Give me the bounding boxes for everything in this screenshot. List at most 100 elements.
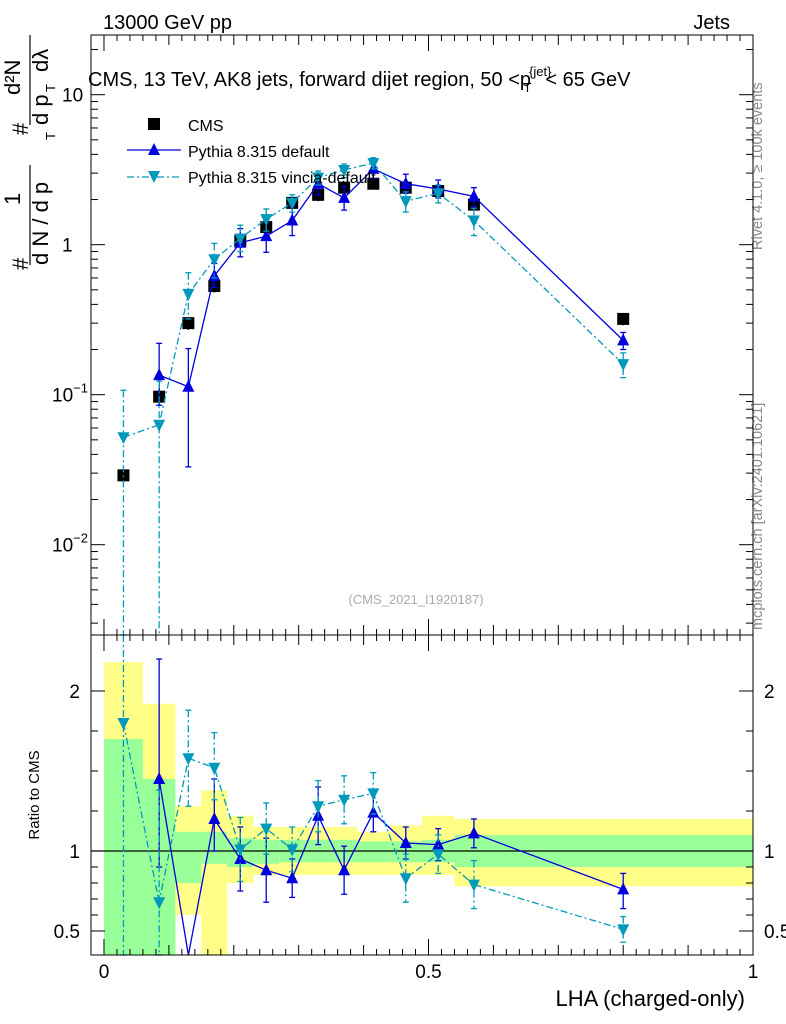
main-point-2-4 bbox=[234, 233, 247, 246]
main-point-1-4 bbox=[260, 229, 273, 242]
ratio-point-1-8 bbox=[338, 794, 351, 807]
y-label-dlambda: dλ bbox=[28, 49, 53, 72]
y-label-one: 1 bbox=[0, 193, 25, 205]
main-point-2-10 bbox=[399, 196, 412, 209]
main-point-1-11 bbox=[467, 189, 480, 202]
ratio-point-1-4 bbox=[234, 844, 247, 857]
y-label-dpt: d p bbox=[28, 94, 53, 125]
ratio-point-1-1 bbox=[153, 897, 166, 910]
main-point-2-8 bbox=[338, 164, 351, 177]
main-ytick-label-1: 10−1 bbox=[52, 381, 88, 407]
main-point-2-1 bbox=[153, 419, 166, 432]
main-point-0-13 bbox=[617, 312, 630, 325]
legend-vincia-marker bbox=[148, 171, 160, 183]
ratio-point-0-11 bbox=[467, 826, 480, 839]
ratio-xtick-label-2: 1 bbox=[748, 962, 759, 983]
main-series-line-1 bbox=[158, 168, 624, 388]
legend: CMS Pythia 8.315 default Pythia 8.315 vi… bbox=[127, 118, 376, 187]
ratio-xtick-label-1: 0.5 bbox=[415, 962, 441, 983]
ratio-point-1-0 bbox=[117, 718, 130, 730]
y-label-t-1: T bbox=[43, 132, 58, 140]
y-label-d2n: d²N bbox=[0, 60, 25, 95]
ratio-ytick-label-right-0: 0.5 bbox=[764, 922, 786, 943]
ratio-point-0-0 bbox=[153, 772, 166, 784]
main-point-2-13 bbox=[617, 359, 630, 372]
main-point-1-0 bbox=[153, 368, 166, 381]
main-point-1-9 bbox=[399, 176, 412, 189]
rivet-label: Rivet 4.1.0, ≥ 100k events bbox=[750, 82, 766, 250]
main-point-1-1 bbox=[182, 379, 195, 392]
main-point-2-7 bbox=[312, 172, 325, 185]
ratio-point-1-13 bbox=[617, 924, 630, 937]
ratio-point-1-11 bbox=[432, 849, 445, 862]
ratio-band-inner-2 bbox=[175, 831, 202, 883]
main-ytick-exp-0: −2 bbox=[73, 531, 88, 546]
ratio-marks bbox=[91, 634, 753, 956]
y-label-dndpt: d N / d p bbox=[28, 182, 53, 265]
main-y-label: # 1 d N / d p T # d²N d p T dλ bbox=[0, 35, 58, 270]
ratio-point-1-12 bbox=[467, 879, 480, 892]
ratio-point-0-4 bbox=[260, 863, 273, 876]
ratio-point-0-7 bbox=[338, 863, 351, 876]
legend-cms-label: CMS bbox=[188, 118, 224, 135]
main-point-2-6 bbox=[286, 197, 299, 210]
main-ytick-label-0: 10−2 bbox=[52, 531, 88, 557]
ratio-point-1-9 bbox=[367, 788, 380, 801]
ratio-ytick-label-left-2: 2 bbox=[69, 682, 80, 703]
ratio-series-line-1 bbox=[122, 722, 624, 931]
main-point-0-2 bbox=[182, 317, 195, 330]
y-label-t-2: T bbox=[43, 84, 58, 92]
main-marks bbox=[117, 157, 630, 635]
main-point-2-12 bbox=[467, 215, 480, 228]
y-label-hash-2: # bbox=[8, 122, 33, 135]
legend-cms-marker bbox=[148, 118, 160, 130]
main-point-2-5 bbox=[260, 214, 273, 227]
ratio-xtick-label-0: 0 bbox=[99, 962, 110, 983]
main-point-1-5 bbox=[286, 213, 299, 226]
header-energy: 13000 GeV pp bbox=[103, 12, 232, 34]
main-point-1-12 bbox=[617, 333, 630, 346]
main-panel: 10−2 10−1 1 10 CMS, 13 TeV, AK8 jets, forwa… bbox=[0, 34, 754, 636]
main-point-2-3 bbox=[208, 254, 221, 267]
main-series-line-2 bbox=[123, 162, 624, 438]
analysis-id: (CMS_2021_I1920187) bbox=[348, 592, 483, 607]
ratio-y-label: Ratio to CMS bbox=[26, 750, 43, 839]
main-point-2-2 bbox=[182, 288, 195, 301]
ratio-ytick-label-right-2: 2 bbox=[764, 682, 775, 703]
ratio-point-0-12 bbox=[617, 882, 630, 895]
legend-default-label: Pythia 8.315 default bbox=[188, 144, 330, 161]
ratio-point-0-10 bbox=[432, 837, 445, 850]
plot-title-suffix: < 65 GeV bbox=[545, 69, 631, 91]
y-label-hash-1: # bbox=[8, 257, 33, 270]
main-ytick-exp-1: −1 bbox=[73, 381, 88, 396]
ratio-point-1-2 bbox=[182, 753, 195, 766]
ratio-ytick-label-left-0: 0.5 bbox=[54, 922, 80, 943]
main-ytick-label-2: 1 bbox=[62, 236, 73, 257]
main-point-2-9 bbox=[367, 158, 380, 171]
ratio-point-1-5 bbox=[260, 823, 273, 836]
plot-title-prefix: CMS, 13 TeV, AK8 jets, forward dijet reg… bbox=[88, 69, 531, 91]
main-point-2-0 bbox=[117, 432, 130, 445]
main-ytick-label-3: 10 bbox=[62, 86, 83, 107]
ratio-point-0-2 bbox=[208, 812, 221, 824]
plot-title-sup: {jet} bbox=[529, 64, 552, 79]
ratio-ytick-label-right-1: 1 bbox=[764, 842, 775, 863]
ratio-point-1-10 bbox=[399, 873, 412, 886]
ratio-ytick-label-left-1: 1 bbox=[69, 842, 80, 863]
ratio-point-0-5 bbox=[286, 871, 299, 884]
ratio-frame bbox=[90, 634, 754, 956]
x-axis-label: LHA (charged-only) bbox=[555, 986, 745, 1011]
main-point-0-9 bbox=[367, 177, 380, 190]
plot-title: CMS, 13 TeV, AK8 jets, forward dijet reg… bbox=[88, 64, 631, 95]
main-point-2-11 bbox=[432, 188, 445, 201]
ratio-axes: 0.5 0.51 12 20 0.5 1 bbox=[54, 635, 786, 983]
ratio-point-1-7 bbox=[312, 801, 325, 814]
ratio-panel: 0.5 0.51 12 20 0.5 1 Ratio to CMS LHA (charge… bbox=[26, 634, 786, 1011]
ratio-point-1-6 bbox=[286, 844, 299, 857]
header-process: Jets bbox=[693, 12, 730, 34]
legend-default-marker bbox=[148, 143, 160, 155]
ratio-point-0-9 bbox=[399, 836, 412, 848]
ratio-band-inner-9 bbox=[357, 841, 390, 863]
mcplots-label: mcplots.cern.ch [arXiv:2401.10621] bbox=[750, 403, 766, 630]
